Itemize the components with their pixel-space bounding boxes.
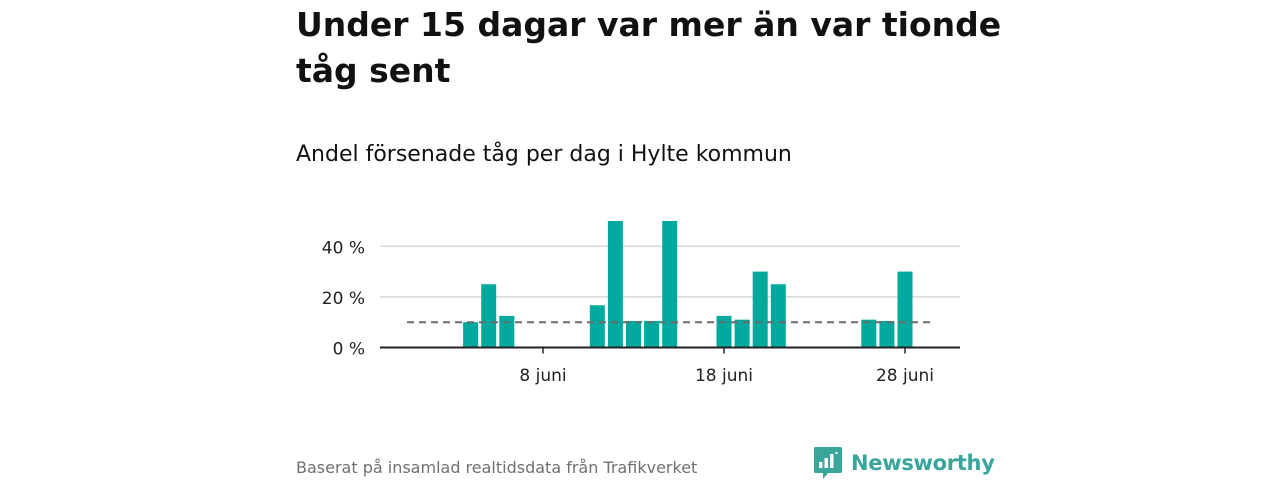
bar [879, 320, 895, 348]
bar [481, 284, 497, 348]
chart-subtitle: Andel försenade tåg per dag i Hylte komm… [296, 142, 792, 167]
y-tick-label: 20 % [322, 289, 365, 309]
newsworthy-logo-icon [814, 447, 842, 479]
bar [662, 221, 678, 348]
newsworthy-logo: Newsworthy [814, 447, 995, 479]
y-tick-label: 40 % [322, 238, 365, 258]
x-tick-label: 28 juni [876, 366, 934, 386]
bar [607, 221, 623, 348]
bar-chart: 0 % 20 % 40 % 8 juni 18 juni 28 juni [322, 221, 960, 386]
bar [644, 320, 660, 348]
newsworthy-logo-text: Newsworthy [851, 451, 995, 475]
bar [626, 320, 641, 348]
bar [861, 319, 877, 348]
bar [463, 322, 479, 348]
bar [897, 271, 913, 348]
source-note: Baserat på insamlad realtidsdata från Tr… [296, 458, 698, 477]
bar [770, 284, 786, 348]
bar [734, 319, 750, 348]
bar [589, 305, 605, 348]
bar [499, 315, 515, 348]
y-tick-label: 0 % [333, 340, 365, 360]
chart-title: Under 15 dagar var mer än var tionde tåg… [296, 5, 1002, 90]
x-tick-label: 18 juni [695, 366, 753, 386]
bar [752, 271, 768, 348]
bar [716, 315, 732, 348]
x-tick-label: 8 juni [519, 366, 566, 386]
